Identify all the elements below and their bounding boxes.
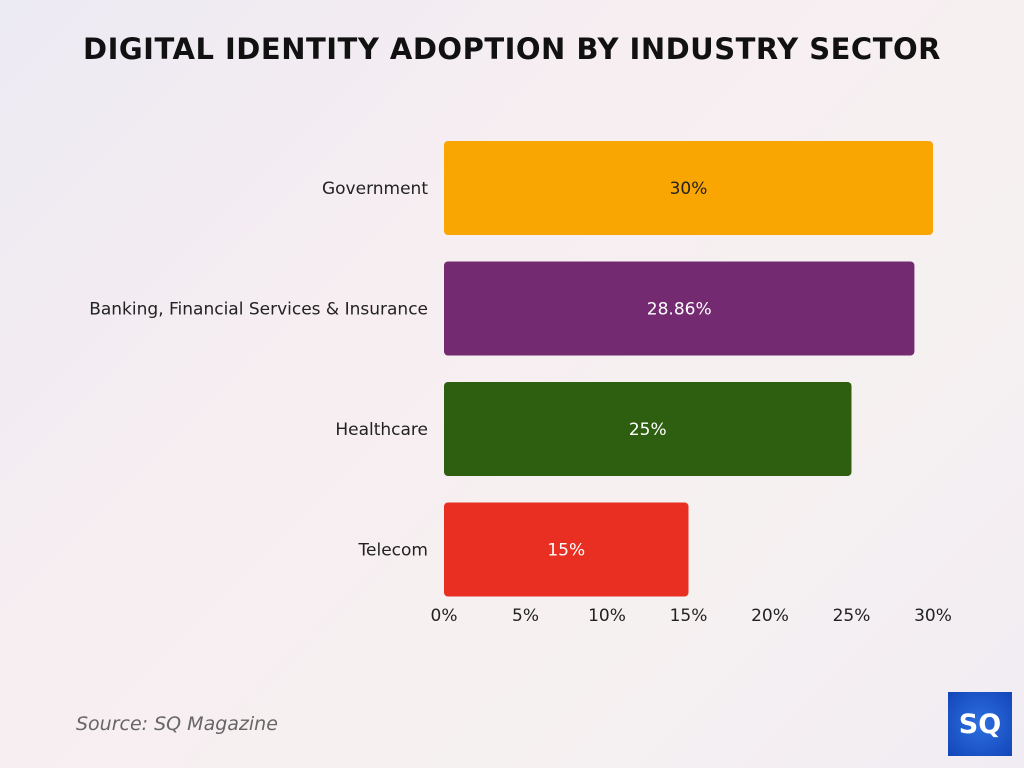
bar bbox=[444, 141, 933, 235]
sq-logo: SQ bbox=[948, 692, 1012, 756]
x-tick-label: 20% bbox=[751, 606, 789, 626]
x-tick-label: 5% bbox=[512, 606, 539, 626]
chart-title: DIGITAL IDENTITY ADOPTION BY INDUSTRY SE… bbox=[83, 32, 941, 66]
data-label: 15% bbox=[547, 541, 585, 561]
x-tick-label: 0% bbox=[431, 606, 458, 626]
source-note: Source: SQ Magazine bbox=[76, 713, 278, 735]
x-tick-label: 10% bbox=[588, 606, 626, 626]
category-label: Banking, Financial Services & Insurance bbox=[89, 300, 428, 320]
bar bbox=[444, 261, 915, 356]
category-label: Healthcare bbox=[335, 420, 428, 440]
bar bbox=[444, 502, 689, 597]
x-tick-label: 15% bbox=[670, 606, 708, 626]
category-label: Telecom bbox=[358, 541, 428, 561]
data-label: 25% bbox=[629, 420, 667, 440]
x-tick-label: 25% bbox=[833, 606, 871, 626]
data-label: 30% bbox=[670, 179, 708, 199]
category-label: Government bbox=[322, 179, 428, 199]
bar bbox=[444, 382, 852, 476]
x-tick-label: 30% bbox=[914, 606, 952, 626]
data-label: 28.86% bbox=[647, 300, 712, 320]
